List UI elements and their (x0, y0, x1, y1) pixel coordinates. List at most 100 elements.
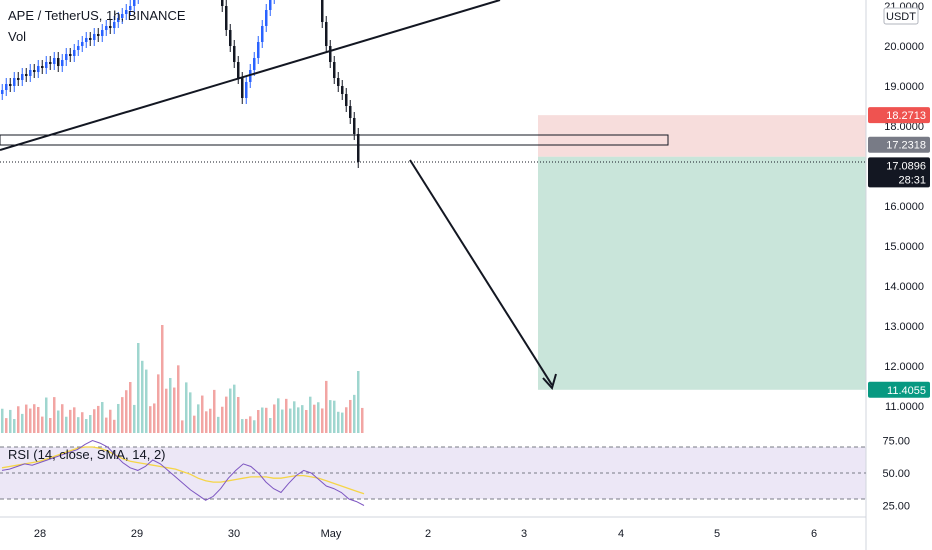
currency-badge[interactable] (883, 7, 919, 25)
volume-bar (77, 417, 80, 433)
volume-bar (357, 371, 360, 433)
price-tick-label: 20.0000 (884, 41, 924, 53)
volume-bar (201, 395, 204, 433)
forecast-arrow-head[interactable] (542, 373, 557, 391)
volume-bar (69, 409, 72, 433)
time-tick-label: May (321, 528, 342, 540)
volume-bar (329, 400, 332, 433)
candle-body (81, 42, 84, 46)
candle-body (249, 70, 252, 82)
price-tag (868, 136, 930, 153)
volume-bar (165, 388, 168, 433)
candle-body (37, 66, 40, 72)
price-tags: 18.2713 17.2318 17.0896 28:31 11.4055 (868, 107, 930, 398)
candle-body (49, 62, 52, 64)
volume-bar (97, 405, 100, 433)
candle-body (33, 70, 36, 72)
volume-bar (197, 404, 200, 433)
candle-body (93, 34, 96, 40)
time-tick-label: 30 (228, 528, 240, 540)
volume-bar (213, 389, 216, 433)
volume-bar (337, 411, 340, 433)
volume-bar (33, 404, 36, 433)
candle-body (121, 14, 124, 18)
volume-bar (17, 406, 20, 433)
candle-body (341, 86, 344, 94)
volume-bar (109, 409, 112, 433)
volume-bar (273, 404, 276, 433)
volume-bar (221, 406, 224, 433)
volume-bar (113, 419, 116, 433)
volume-bar (265, 407, 268, 433)
price-tick-label: 14.0000 (884, 281, 924, 293)
price-tick-label: 11.0000 (885, 401, 924, 413)
symbol-title[interactable]: APE / TetherUS, 1h, BINANCE (8, 8, 186, 23)
candle-body (269, 0, 272, 11)
volume-bar (161, 325, 164, 433)
candle-body (61, 60, 64, 66)
volume-bar (233, 384, 236, 433)
price-tag (868, 157, 930, 188)
volume-bar (333, 400, 336, 433)
volume-bar (209, 408, 212, 433)
price-axis[interactable]: 21.000020.000019.000018.000016.000015.00… (884, 1, 924, 413)
currency-badge-label: USDT (886, 11, 916, 23)
volume-bar (293, 401, 296, 433)
candle-body (257, 42, 260, 58)
volume-bar (9, 409, 12, 433)
candle-body (53, 58, 56, 64)
forecast-arrow-line[interactable] (409, 159, 553, 386)
volume-bar (101, 402, 104, 433)
candle-body (237, 62, 240, 78)
time-axis[interactable]: 28 29 30 May 2 3 4 5 6 (34, 528, 817, 540)
volume-bar (277, 398, 280, 433)
volume-bar (193, 415, 196, 433)
volume-bar (121, 397, 124, 433)
price-tag (868, 381, 930, 398)
volume-bar (317, 402, 320, 433)
position-reward-zone[interactable] (538, 156, 866, 390)
volume-bar (261, 407, 264, 433)
candle-body (9, 84, 12, 86)
trendline[interactable] (0, 0, 501, 151)
volume-bar (157, 374, 160, 433)
volume-bar (65, 416, 68, 433)
bar-countdown: 28:31 (898, 174, 926, 186)
volume-bar (13, 419, 16, 433)
volume-bar (89, 415, 92, 433)
candle-body (125, 10, 128, 14)
volume-bar (61, 404, 64, 433)
volume-bar (85, 419, 88, 433)
candle-body (333, 62, 336, 78)
volume-bar (301, 405, 304, 433)
candle-body (85, 38, 88, 42)
candle-body (21, 74, 24, 80)
candle-body (325, 22, 328, 46)
volume-bar (37, 406, 40, 433)
candle-body (29, 70, 32, 76)
candle-body (345, 94, 348, 106)
resistance-rectangle[interactable] (0, 134, 669, 146)
candle-body (321, 0, 324, 22)
volume-bar (341, 412, 344, 433)
rsi-label[interactable]: RSI (14, close, SMA, 14, 2) (8, 447, 166, 462)
price-tag-label: 18.2713 (886, 110, 926, 122)
candle-body (1, 90, 4, 94)
candle-body (353, 118, 356, 134)
volume-bar (53, 397, 56, 433)
volume-bar (93, 409, 96, 433)
volume-bar (305, 409, 308, 433)
candle-body (97, 34, 100, 36)
candle-body (329, 46, 332, 62)
candle-body (129, 6, 132, 10)
volume-bar (25, 404, 28, 433)
candle-body (77, 46, 80, 50)
candle-body (117, 18, 120, 22)
volume-bar (49, 417, 52, 433)
time-tick-label: 6 (811, 528, 817, 540)
position-risk-zone[interactable] (538, 115, 866, 157)
price-tick-label: 19.0000 (884, 81, 924, 93)
volume-bar (5, 418, 8, 433)
volume-bar (73, 407, 76, 433)
candle-body (113, 22, 116, 28)
